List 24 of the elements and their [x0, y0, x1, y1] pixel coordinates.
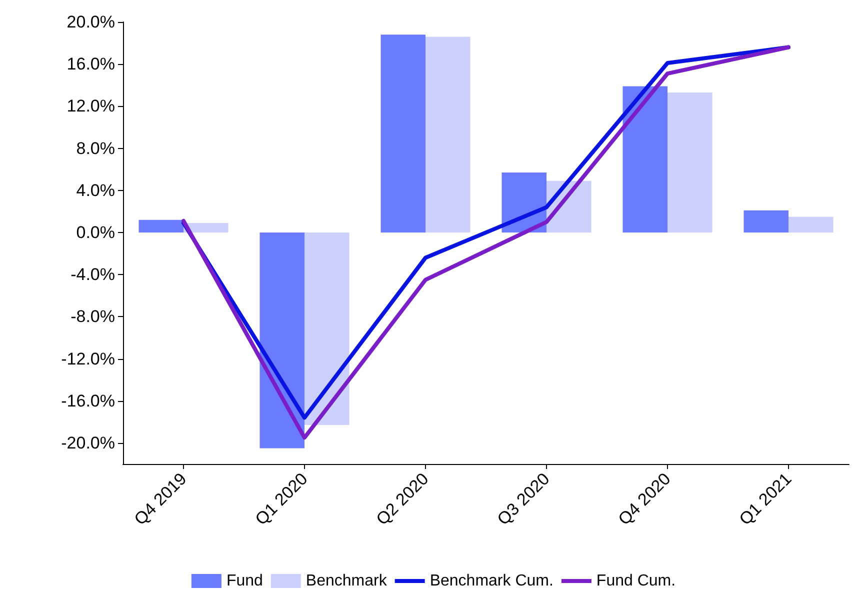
- legend-label: Benchmark Cum.: [430, 572, 554, 590]
- y-tick-label: -4.0%: [70, 265, 115, 284]
- y-tick-label: 0.0%: [76, 222, 115, 242]
- y-tick-label: 8.0%: [76, 138, 115, 158]
- bar: [622, 86, 668, 232]
- bar: [668, 92, 712, 232]
- bar: [426, 36, 470, 232]
- y-tick-label: 20.0%: [66, 12, 115, 32]
- legend-label: Fund: [226, 572, 263, 590]
- y-tick-label: -20.0%: [61, 433, 115, 452]
- legend-label: Fund Cum.: [596, 572, 676, 590]
- y-tick-label: 16.0%: [66, 54, 115, 74]
- bar: [260, 232, 304, 448]
- y-tick-label: 4.0%: [76, 180, 115, 200]
- bar: [138, 220, 184, 232]
- y-tick-label: -12.0%: [61, 349, 115, 368]
- bar: [788, 216, 834, 232]
- y-tick-label: -16.0%: [61, 391, 115, 410]
- bar: [744, 210, 788, 232]
- y-tick-label: -8.0%: [70, 307, 115, 326]
- bar: [380, 34, 426, 232]
- bar: [304, 232, 350, 426]
- legend-label: Benchmark: [306, 572, 388, 590]
- y-tick-label: 12.0%: [66, 96, 115, 116]
